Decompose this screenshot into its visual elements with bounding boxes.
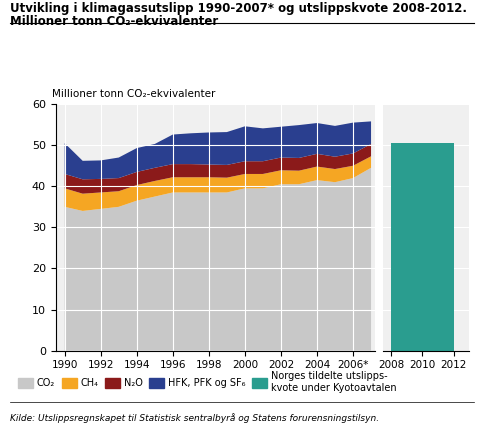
Text: Millioner tonn CO₂-ekvivalenter: Millioner tonn CO₂-ekvivalenter xyxy=(52,89,216,99)
Text: Kilde: Utslippsregnskapet til Statistisk sentralbyrå og Statens forurensningstil: Kilde: Utslippsregnskapet til Statistisk… xyxy=(10,413,379,423)
Text: Millioner tonn CO₂-ekvivalenter: Millioner tonn CO₂-ekvivalenter xyxy=(10,15,218,28)
Text: Utvikling i klimagassutslipp 1990-2007* og utslippskvote 2008-2012.: Utvikling i klimagassutslipp 1990-2007* … xyxy=(10,2,467,15)
Bar xyxy=(391,143,454,351)
Legend: CO₂, CH₄, N₂O, HFK, PFK og SF₆, Norges tildelte utslipps-
kvote under Kyotoavtal: CO₂, CH₄, N₂O, HFK, PFK og SF₆, Norges t… xyxy=(15,367,400,397)
